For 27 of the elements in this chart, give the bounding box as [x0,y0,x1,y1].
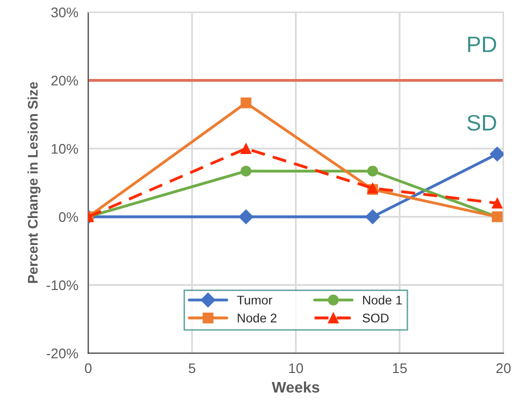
x-tick-label: 0 [84,363,92,374]
x-tick-label: 15 [392,363,407,374]
legend-label: Node 1 [363,295,402,305]
x-axis-title: Weeks [272,381,320,393]
annotation: PD [468,36,496,52]
y-tick-label: 20% [51,76,78,86]
y-tick-label: 0% [58,212,78,222]
legend-label: SOD [362,314,389,322]
y-tick-label: 10% [52,144,78,154]
point [365,209,380,224]
y-tick-label: -20% [46,348,78,358]
x-tick-label: 10 [289,363,304,374]
point [367,166,378,176]
point [490,146,504,162]
legend-label: Node 2 [238,313,276,322]
annotation: SD [467,114,496,131]
y-tick-label: 30% [51,8,78,18]
legend-label: Tumor [237,296,272,305]
point [492,198,503,209]
y-tick-label: -10% [46,280,78,290]
point [240,98,252,108]
point [238,209,254,224]
x-tick-label: 20 [496,363,511,374]
x-tick-label: 5 [188,363,196,374]
point [240,143,252,154]
point [240,166,252,176]
y-axis-title: Percent Change in Lesion Size [28,82,41,283]
